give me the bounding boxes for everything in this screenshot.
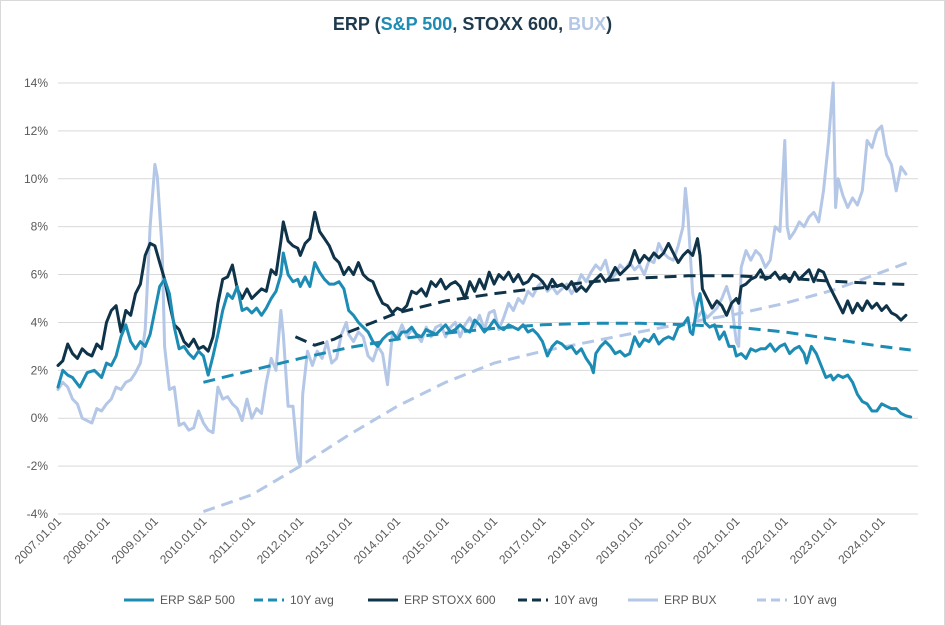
x-tick-label: 2020.01.01 [642, 514, 695, 567]
x-tick-label: 2012.01.01 [254, 514, 307, 567]
y-tick-label: 0% [31, 411, 49, 425]
x-tick-label: 2021.01.01 [690, 514, 743, 567]
legend-label: ERP BUX [664, 593, 716, 607]
x-tick-label: 2014.01.01 [351, 514, 404, 567]
y-tick-label: 10% [24, 172, 48, 186]
series-line-2 [56, 210, 908, 367]
title-sep2: , [558, 14, 569, 34]
x-tick-label: 2023.01.01 [787, 514, 840, 567]
series-line-1 [203, 321, 911, 384]
x-axis: 2007.01.012008.01.012009.01.012010.01.01… [12, 514, 888, 567]
title-prefix: ERP ( [332, 14, 381, 34]
title-sp: S&P 500 [380, 14, 453, 34]
title-suffix: ) [606, 14, 613, 34]
x-tick-label: 2009.01.01 [109, 514, 162, 567]
x-tick-label: 2015.01.01 [399, 514, 452, 567]
series-layer [56, 81, 913, 514]
y-tick-label: 4% [31, 315, 49, 329]
legend: ERP S&P 500 10Y avg ERP STOXX 600 10Y avg ER… [124, 593, 837, 607]
y-tick-label: -4% [27, 507, 49, 521]
series-line-3 [294, 274, 911, 347]
y-tick-label: -2% [27, 459, 49, 473]
title-sep1: , [452, 14, 463, 34]
x-tick-label: 2024.01.01 [835, 514, 888, 567]
chart-title: ERP (S&P 500, STOXX 600, BUX) [0, 14, 945, 35]
y-tick-label: 2% [31, 363, 49, 377]
y-tick-label: 14% [24, 76, 48, 90]
title-bux: BUX [568, 14, 607, 34]
legend-label: 10Y avg [554, 593, 598, 607]
legend-label: ERP S&P 500 [160, 593, 235, 607]
x-tick-label: 2008.01.01 [60, 514, 113, 567]
y-axis: -4% -2% 0% 2% 4% 6% 8% 10% 12% 14% [24, 76, 48, 521]
series-line-0 [56, 251, 913, 419]
legend-label: 10Y avg [793, 593, 837, 607]
legend-label: 10Y avg [290, 593, 334, 607]
y-tick-label: 6% [31, 268, 49, 282]
y-tick-label: 8% [31, 220, 49, 234]
x-tick-label: 2011.01.01 [206, 514, 258, 566]
x-tick-label: 2013.01.01 [302, 514, 355, 567]
x-tick-label: 2010.01.01 [157, 514, 210, 567]
grid-layer [58, 82, 918, 515]
y-tick-label: 12% [24, 124, 48, 138]
series-line-5 [202, 259, 912, 514]
x-tick-label: 2007.01.01 [12, 514, 65, 567]
x-tick-label: 2018.01.01 [545, 514, 598, 567]
title-stoxx: STOXX 600 [462, 14, 559, 34]
x-tick-label: 2017.01.01 [496, 514, 549, 567]
x-tick-label: 2022.01.01 [739, 514, 792, 567]
x-tick-label: 2019.01.01 [593, 514, 646, 567]
legend-label: ERP STOXX 600 [404, 593, 496, 607]
x-tick-label: 2016.01.01 [448, 514, 501, 567]
